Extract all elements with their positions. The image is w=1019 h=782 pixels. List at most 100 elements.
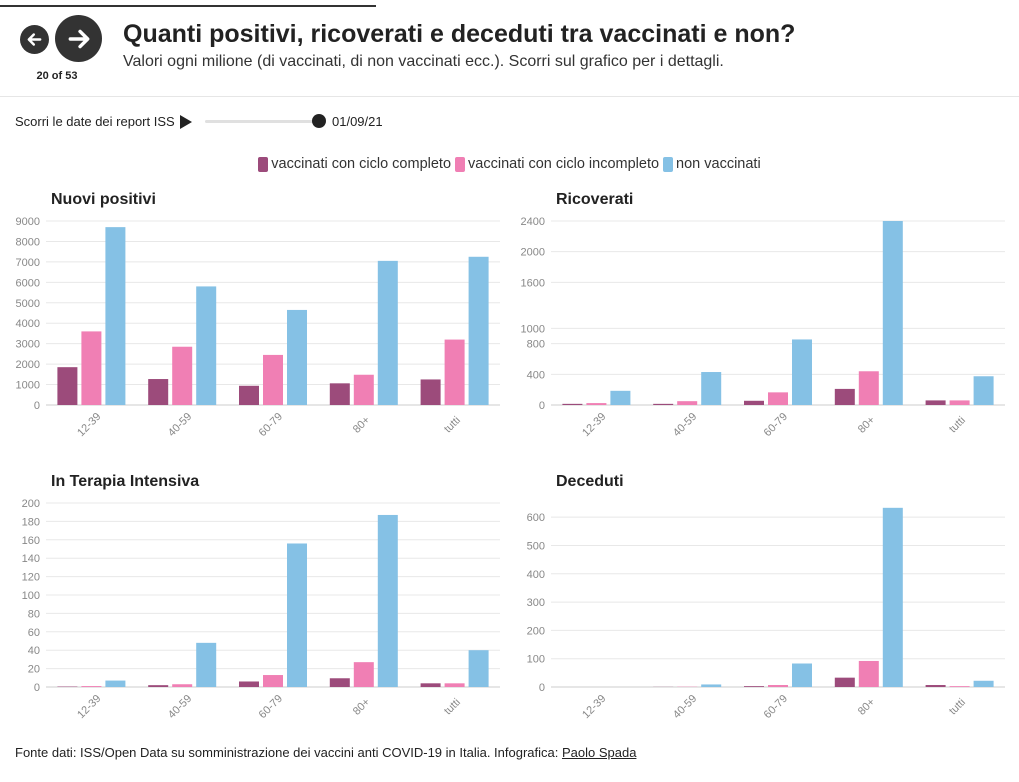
y-tick-label: 100: [22, 590, 40, 602]
bar[interactable]: [768, 685, 788, 687]
chart-ricoverati[interactable]: 0 400 800 1000 1600 2000 2400 12-39 40-59 60-79 80…: [505, 215, 1015, 455]
bar[interactable]: [420, 683, 441, 687]
bar[interactable]: [105, 227, 126, 405]
slider-value: 01/09/21: [332, 114, 383, 129]
y-tick-label: 120: [22, 572, 40, 584]
previous-button[interactable]: [20, 25, 49, 54]
y-tick-label: 400: [527, 369, 545, 381]
bar[interactable]: [353, 662, 374, 687]
bar[interactable]: [148, 685, 169, 687]
y-tick-label: 0: [34, 400, 40, 412]
bar[interactable]: [562, 403, 583, 405]
chart-title-nuovi-positivi: Nuovi positivi: [51, 191, 156, 208]
bar[interactable]: [444, 683, 465, 687]
bar[interactable]: [105, 680, 126, 687]
y-tick-label: 40: [28, 645, 40, 657]
bar[interactable]: [377, 514, 398, 687]
arrow-right-icon: [68, 29, 89, 48]
chart-nuovi-positivi[interactable]: 0 1000 2000 3000 4000 5000 6000 7000 8000 9000 12-…: [0, 215, 510, 455]
legend-swatch: [663, 156, 674, 172]
bar[interactable]: [882, 221, 903, 405]
bar[interactable]: [858, 660, 879, 687]
bar[interactable]: [263, 354, 283, 405]
x-tick-label: 60-79: [257, 411, 285, 439]
bar[interactable]: [468, 256, 489, 405]
next-button[interactable]: [55, 15, 102, 62]
bar[interactable]: [949, 686, 970, 687]
legend-item-non-vaccinati[interactable]: non vaccinati: [663, 156, 761, 172]
bar[interactable]: [925, 685, 946, 687]
bar[interactable]: [329, 383, 350, 405]
y-tick-label: 60: [28, 627, 40, 639]
author-link[interactable]: Paolo Spada: [561, 745, 637, 760]
bar[interactable]: [744, 400, 764, 405]
bar[interactable]: [468, 650, 489, 687]
y-tick-label: 600: [527, 512, 545, 524]
bar[interactable]: [701, 372, 722, 405]
bar[interactable]: [744, 686, 764, 687]
chart-terapia-intensiva[interactable]: 0 20 40 60 80 100 120 140 160 180 200 12-39 40-59 60-…: [0, 497, 510, 737]
x-tick-label: 60-79: [762, 693, 790, 721]
bar[interactable]: [172, 684, 193, 687]
x-tick-label: 40-59: [166, 693, 194, 721]
bar[interactable]: [610, 390, 631, 405]
bar[interactable]: [57, 367, 78, 405]
bar[interactable]: [973, 680, 994, 687]
legend-item-completo[interactable]: vaccinati con ciclo completo: [258, 156, 451, 172]
bar[interactable]: [768, 392, 788, 405]
bar[interactable]: [949, 400, 970, 405]
legend-item-incompleto[interactable]: vaccinati con ciclo incompleto: [455, 156, 659, 172]
x-tick-label: 12-39: [580, 411, 608, 439]
bar[interactable]: [925, 400, 946, 405]
bar[interactable]: [834, 388, 855, 405]
y-tick-label: 6000: [16, 277, 40, 289]
y-tick-label: 160: [22, 535, 40, 547]
bar[interactable]: [973, 376, 994, 405]
legend-label: non vaccinati: [676, 156, 761, 172]
bar[interactable]: [239, 681, 259, 687]
bar[interactable]: [677, 401, 698, 405]
divider: [0, 96, 1019, 97]
bar[interactable]: [882, 507, 903, 687]
legend-label: vaccinati con ciclo incompleto: [468, 156, 660, 172]
bar[interactable]: [148, 379, 169, 405]
bar[interactable]: [653, 403, 674, 405]
bar[interactable]: [701, 684, 722, 687]
bar[interactable]: [196, 642, 217, 687]
page-counter: 20 of 53: [36, 70, 78, 82]
play-icon[interactable]: [180, 115, 192, 129]
bar[interactable]: [287, 309, 307, 405]
bar[interactable]: [172, 346, 193, 405]
y-tick-label: 500: [527, 540, 545, 552]
top-rule: [0, 5, 376, 7]
x-tick-label: 40-59: [166, 411, 194, 439]
bar[interactable]: [858, 371, 879, 405]
bar[interactable]: [353, 374, 374, 405]
bar[interactable]: [81, 331, 102, 405]
date-slider-thumb[interactable]: [312, 114, 326, 128]
bar[interactable]: [792, 339, 812, 405]
y-tick-label: 100: [527, 654, 545, 666]
bar[interactable]: [329, 678, 350, 687]
bar[interactable]: [444, 339, 465, 405]
x-tick-label: tutti: [442, 414, 463, 435]
legend-label: vaccinati con ciclo completo: [271, 156, 452, 172]
y-tick-label: 3000: [16, 339, 40, 351]
bar[interactable]: [287, 543, 307, 687]
footer-text: Fonte dati: ISS/Open Data su somministra…: [15, 745, 562, 760]
bar[interactable]: [420, 379, 441, 405]
date-slider-track[interactable]: [205, 120, 320, 123]
bar[interactable]: [377, 260, 398, 405]
bar[interactable]: [834, 677, 855, 687]
y-tick-label: 200: [527, 625, 545, 637]
bar[interactable]: [586, 403, 607, 405]
chart-deceduti[interactable]: 0 100 200 300 400 500 600 12-39 40-59 60-79 80+ tut…: [505, 497, 1015, 737]
bar[interactable]: [263, 675, 283, 687]
x-tick-label: tutti: [442, 696, 463, 717]
bar[interactable]: [196, 286, 217, 405]
bar[interactable]: [792, 663, 812, 687]
y-tick-label: 180: [22, 516, 40, 528]
bar[interactable]: [239, 385, 259, 405]
bar[interactable]: [81, 686, 102, 687]
chart-title-ricoverati: Ricoverati: [556, 191, 634, 208]
